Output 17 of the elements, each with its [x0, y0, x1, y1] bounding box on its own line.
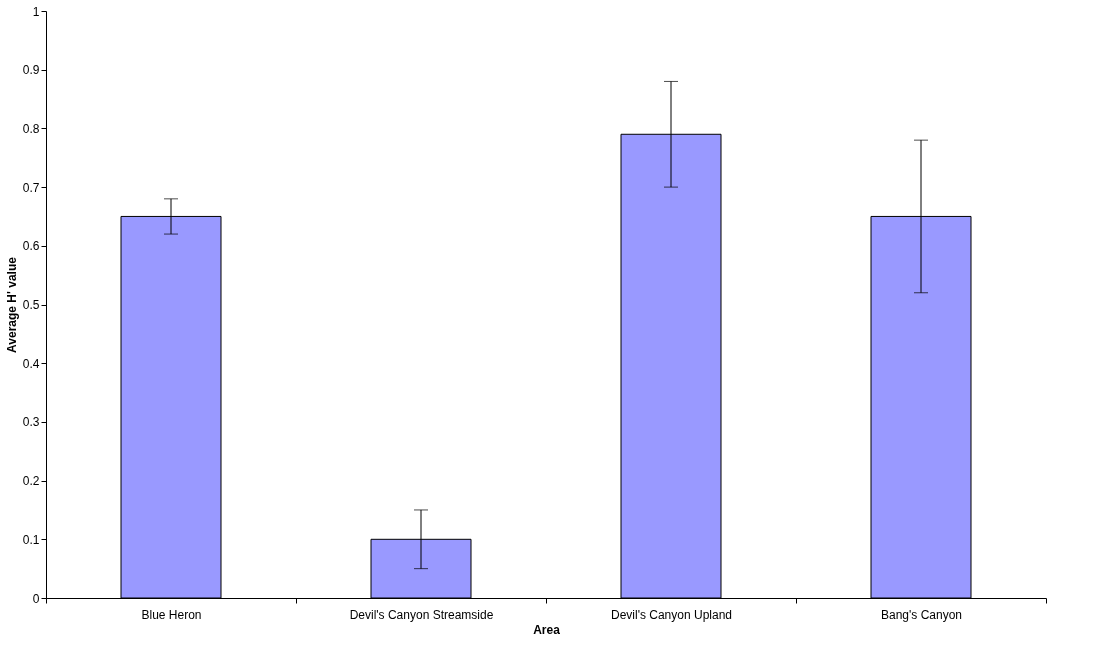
x-tick-label: Blue Heron — [141, 607, 202, 622]
x-tick-label: Bang's Canyon — [880, 607, 963, 622]
y-tick-label: 0.2 — [22, 474, 40, 489]
y-tick-label: 0.6 — [22, 239, 40, 254]
y-tick-label: 0.8 — [22, 121, 40, 136]
y-tick-label: 0 — [32, 591, 40, 606]
y-tick-label: 1 — [32, 4, 40, 19]
y-tick-label: 0.4 — [22, 356, 40, 371]
y-tick-label: 0.9 — [22, 63, 40, 78]
y-tick-label: 0.7 — [22, 180, 40, 195]
x-tick-label: Devil's Canyon Streamside — [349, 607, 494, 622]
y-tick-label: 0.3 — [22, 415, 40, 430]
x-axis-title: Area — [533, 622, 561, 637]
y-tick-label: 0.1 — [22, 532, 40, 547]
x-tick-label: Devil's Canyon Upland — [610, 607, 733, 622]
y-axis-title: Average H' value — [4, 256, 19, 353]
y-tick-label: 0.5 — [22, 298, 40, 312]
